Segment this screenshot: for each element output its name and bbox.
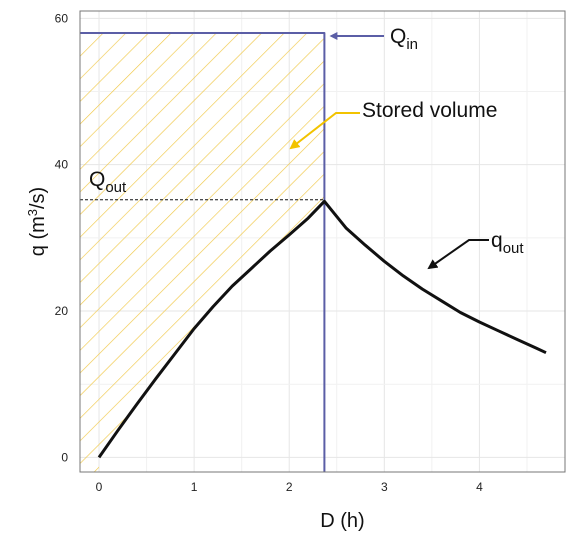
y-axis-title: q (m3/s) bbox=[25, 187, 50, 256]
x-axis-title: D (h) bbox=[320, 510, 364, 531]
x-tick-label: 3 bbox=[381, 480, 388, 494]
annotations: Qin Stored volume Qout qout bbox=[89, 25, 524, 270]
qout-line bbox=[97, 199, 547, 459]
y-tick-label: 60 bbox=[55, 11, 69, 25]
qin-label: Qin bbox=[390, 25, 418, 53]
stored-volume-arrow bbox=[289, 112, 360, 150]
grid bbox=[80, 11, 565, 472]
qin-line bbox=[80, 32, 326, 472]
y-tick-label: 40 bbox=[55, 158, 69, 172]
stored-volume-label: Stored volume bbox=[362, 99, 497, 122]
plot-frame bbox=[79, 10, 566, 473]
x-tick-label: 4 bbox=[476, 480, 483, 494]
x-tick-label: 2 bbox=[286, 480, 293, 494]
qout-peak-label: Qout bbox=[89, 168, 127, 196]
qout-curve-label: qout bbox=[491, 229, 524, 257]
x-tick-label: 0 bbox=[96, 480, 103, 494]
stored-volume-area bbox=[80, 32, 325, 472]
qout-arrow bbox=[427, 239, 489, 270]
y-tick-label: 20 bbox=[55, 304, 69, 318]
stored-volume-hatch bbox=[80, 32, 325, 472]
x-tick-label: 1 bbox=[191, 480, 198, 494]
y-tick-label: 0 bbox=[61, 450, 68, 464]
series-layer bbox=[80, 32, 547, 472]
